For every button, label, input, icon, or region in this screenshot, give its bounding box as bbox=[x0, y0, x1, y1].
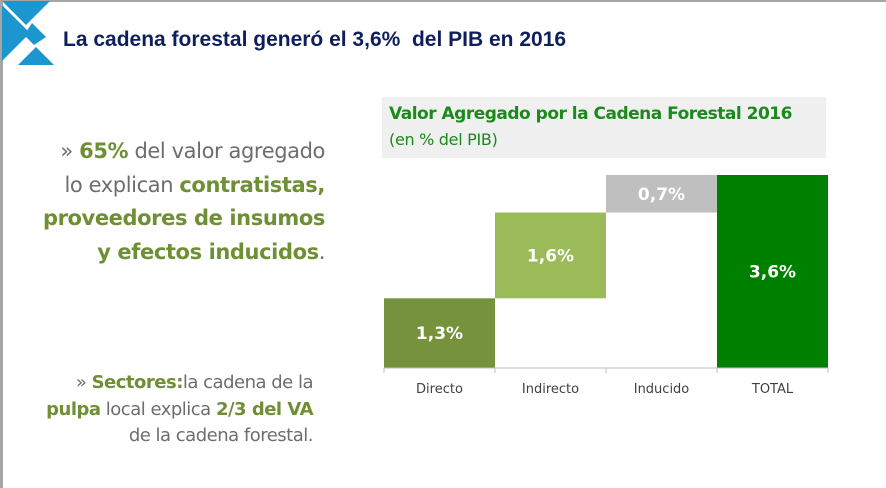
category-label: Directo bbox=[416, 382, 463, 397]
body-text: . bbox=[318, 239, 326, 264]
bullet-marker: » bbox=[60, 139, 80, 163]
data-label: 3,6% bbox=[749, 263, 796, 283]
body-text: la cadena de la bbox=[182, 372, 314, 393]
highlight-text: 2/3 del VA bbox=[215, 398, 314, 420]
body-text: local explica bbox=[100, 398, 216, 420]
highlight-text: Sectores: bbox=[91, 372, 184, 393]
bar-indirecto bbox=[495, 212, 606, 299]
slide-border-top bbox=[0, 0, 886, 2]
body-text: de la cadena forestal. bbox=[128, 425, 314, 446]
body-text: del valor agregado lo explican bbox=[64, 139, 325, 197]
bullet-value-added: » 65% del valor agregado lo explican con… bbox=[40, 135, 325, 269]
chart-subtitle: (en % del PIB) bbox=[389, 130, 498, 149]
data-label: 1,3% bbox=[416, 324, 463, 344]
bar-inducido bbox=[606, 175, 717, 213]
data-label: 0,7% bbox=[638, 185, 685, 205]
category-label: Inducido bbox=[634, 382, 690, 397]
data-label: 1,6% bbox=[527, 246, 574, 266]
highlight-text: pulpa bbox=[46, 398, 101, 420]
chart-header: Valor Agregado por la Cadena Forestal 20… bbox=[382, 97, 826, 158]
highlight-text: 65% bbox=[79, 139, 129, 163]
bar-total bbox=[717, 175, 828, 368]
logo-icon bbox=[2, 1, 54, 65]
category-label: TOTAL bbox=[751, 382, 794, 397]
bar-directo bbox=[384, 298, 495, 368]
chart-title: Valor Agregado por la Cadena Forestal 20… bbox=[389, 104, 792, 124]
bullet-sectors: » Sectores:la cadena de la pulpa local e… bbox=[40, 370, 313, 450]
bullet-marker: » bbox=[75, 372, 92, 393]
slide-border-left bbox=[0, 0, 3, 488]
slide-title: La cadena forestal generó el 3,6% del PI… bbox=[63, 28, 567, 51]
highlight-text: contratistas, proveedores de insumos y e… bbox=[42, 172, 325, 264]
category-label: Indirecto bbox=[522, 382, 579, 397]
